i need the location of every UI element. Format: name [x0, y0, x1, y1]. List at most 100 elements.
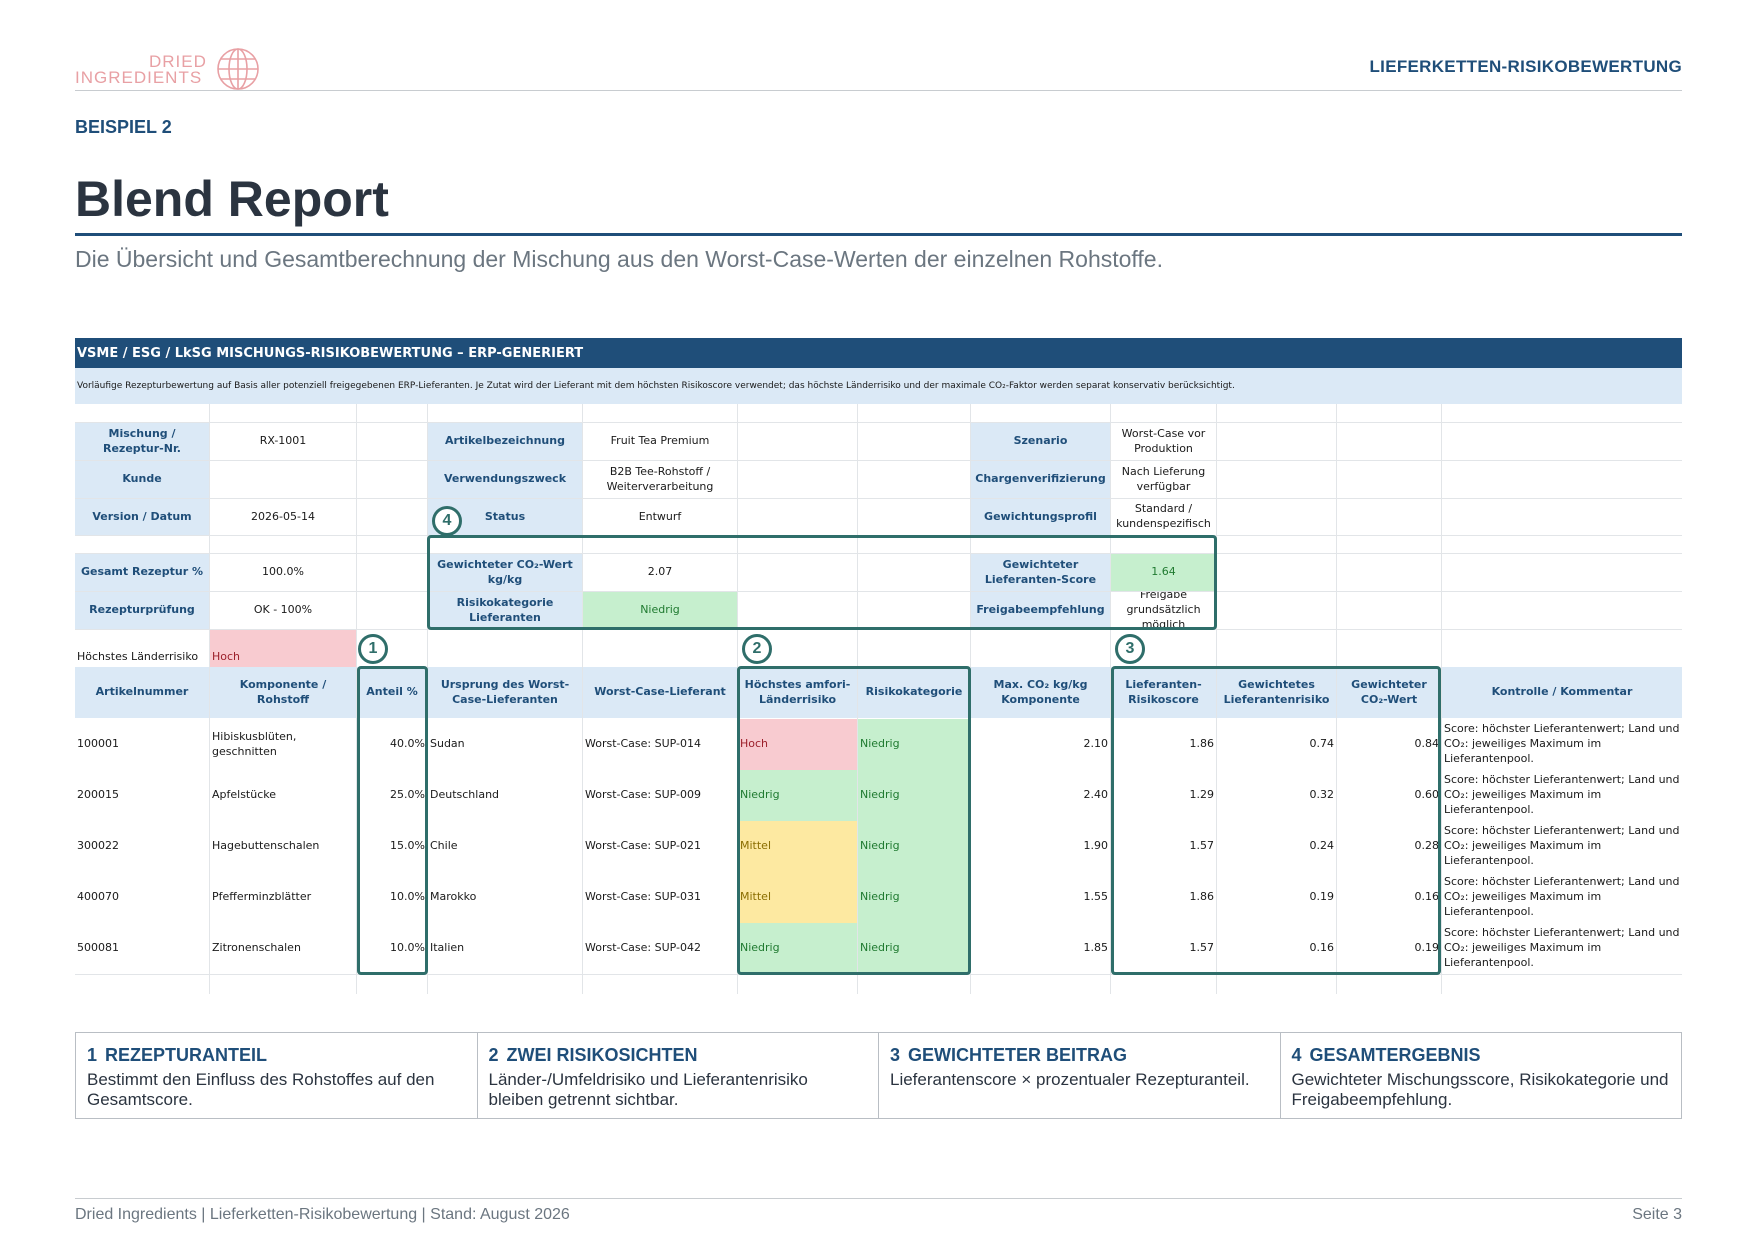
- example-label: BEISPIEL 2: [75, 117, 172, 137]
- scenario-label: Szenario: [971, 423, 1110, 460]
- grid-line: [1441, 404, 1442, 994]
- step-heading: ZWEI RISIKOSICHTEN: [506, 1045, 698, 1065]
- table-cell-share[interactable]: 10.0%: [390, 941, 425, 955]
- article-label: Artikelbezeichnung: [428, 423, 582, 460]
- table-cell-country-risk[interactable]: Mittel: [738, 872, 857, 923]
- table-cell-risk-category[interactable]: Niedrig: [858, 923, 970, 974]
- table-cell-country-risk[interactable]: Hoch: [738, 719, 857, 770]
- table-cell-component[interactable]: Zitronenschalen: [212, 941, 301, 955]
- table-cell-supplier-score[interactable]: 1.57: [1189, 839, 1215, 853]
- table-cell-weighted-co2[interactable]: 0.19: [1414, 941, 1440, 955]
- table-cell-origin[interactable]: Italien: [430, 941, 465, 955]
- table-cell-co2[interactable]: 2.10: [1083, 737, 1109, 751]
- table-cell-supplier[interactable]: Worst-Case: SUP-021: [585, 839, 702, 853]
- approval-value[interactable]: Freigabe grundsätzlich möglich: [1126, 592, 1201, 629]
- country-risk-value[interactable]: Hoch: [210, 630, 356, 667]
- table-cell-supplier[interactable]: Worst-Case: SUP-014: [585, 737, 702, 751]
- step-number: 4: [1291, 1045, 1302, 1065]
- table-cell-risk-category[interactable]: Niedrig: [858, 719, 970, 770]
- batch-label: Chargenverifizierung: [971, 461, 1110, 498]
- table-cell-risk-category[interactable]: Niedrig: [858, 770, 970, 821]
- table-cell-weighted-risk[interactable]: 0.32: [1309, 788, 1335, 802]
- article-value[interactable]: Fruit Tea Premium: [610, 434, 710, 448]
- table-cell-weighted-co2[interactable]: 0.84: [1414, 737, 1440, 751]
- table-cell-weighted-risk[interactable]: 0.74: [1309, 737, 1335, 751]
- usage-value[interactable]: B2B Tee-Rohstoff / Weiterverarbeitung: [606, 464, 714, 493]
- step-number: 3: [890, 1045, 901, 1065]
- check-value[interactable]: OK - 100%: [253, 603, 313, 617]
- table-cell-component[interactable]: Hagebuttenschalen: [212, 839, 320, 853]
- table-cell-weighted-co2[interactable]: 0.28: [1414, 839, 1440, 853]
- table-cell-weighted-co2[interactable]: 0.60: [1414, 788, 1440, 802]
- co2-value[interactable]: 2.07: [647, 565, 673, 579]
- callout-4: 4: [432, 506, 462, 536]
- logo-text-line2: INGREDIENTS: [75, 68, 203, 87]
- table-cell-risk-category[interactable]: Niedrig: [858, 872, 970, 923]
- table-cell-article-number[interactable]: 200015: [77, 788, 119, 802]
- grid-line: [1110, 404, 1111, 994]
- table-cell-article-number[interactable]: 100001: [77, 737, 119, 751]
- country-risk-label: Höchstes Länderrisiko: [77, 650, 199, 664]
- table-cell-supplier[interactable]: Worst-Case: SUP-009: [585, 788, 702, 802]
- table-cell-article-number[interactable]: 500081: [77, 941, 119, 955]
- customer-value[interactable]: [210, 461, 356, 498]
- table-cell-supplier-score[interactable]: 1.57: [1189, 941, 1215, 955]
- table-cell-origin[interactable]: Deutschland: [430, 788, 500, 802]
- table-cell-co2[interactable]: 2.40: [1083, 788, 1109, 802]
- grid-line: [75, 422, 1682, 423]
- table-cell-supplier-score[interactable]: 1.29: [1189, 788, 1215, 802]
- table-cell-article-number[interactable]: 400070: [77, 890, 119, 904]
- version-value[interactable]: 2026-05-14: [251, 509, 315, 523]
- table-cell-share[interactable]: 25.0%: [390, 788, 425, 802]
- batch-value[interactable]: Nach Lieferung verfügbar: [1121, 464, 1206, 493]
- usage-label: Verwendungszweck: [428, 461, 582, 498]
- table-cell-country-risk[interactable]: Mittel: [738, 821, 857, 872]
- scenario-value[interactable]: Worst-Case vor Produktion: [1121, 426, 1206, 455]
- footer-divider: [75, 1198, 1682, 1199]
- table-cell-comment[interactable]: Score: höchster Lieferantenwert; Land un…: [1444, 926, 1680, 969]
- table-cell-component[interactable]: Hibiskusblüten, geschnitten: [212, 729, 297, 758]
- highlight-summary-block: [427, 535, 1217, 630]
- step-description: Gewichteter Mischungsscore, Risikokatego…: [1291, 1070, 1669, 1109]
- table-cell-component[interactable]: Apfelstücke: [212, 788, 277, 802]
- table-cell-co2[interactable]: 1.85: [1083, 941, 1109, 955]
- weighting-label: Gewichtungsprofil: [971, 499, 1110, 535]
- table-cell-supplier-score[interactable]: 1.86: [1189, 890, 1215, 904]
- table-cell-supplier[interactable]: Worst-Case: SUP-031: [585, 890, 702, 904]
- table-cell-comment[interactable]: Score: höchster Lieferantenwert; Land un…: [1444, 773, 1680, 816]
- table-cell-co2[interactable]: 1.90: [1083, 839, 1109, 853]
- table-cell-share[interactable]: 40.0%: [390, 737, 425, 751]
- table-cell-article-number[interactable]: 300022: [77, 839, 119, 853]
- table-cell-comment[interactable]: Score: höchster Lieferantenwert; Land un…: [1444, 722, 1680, 765]
- table-cell-weighted-co2[interactable]: 0.16: [1414, 890, 1440, 904]
- total-value[interactable]: 100.0%: [262, 565, 304, 579]
- table-cell-comment[interactable]: Score: höchster Lieferantenwert; Land un…: [1444, 875, 1680, 918]
- table-cell-supplier-score[interactable]: 1.86: [1189, 737, 1215, 751]
- table-cell-share[interactable]: 10.0%: [390, 890, 425, 904]
- table-cell-share[interactable]: 15.0%: [390, 839, 425, 853]
- table-cell-country-risk[interactable]: Niedrig: [738, 923, 857, 974]
- status-value[interactable]: Entwurf: [638, 509, 682, 523]
- grid-line: [356, 404, 357, 994]
- table-cell-comment[interactable]: Score: höchster Lieferantenwert; Land un…: [1444, 824, 1680, 867]
- riskcat-value[interactable]: Niedrig: [583, 592, 737, 629]
- table-cell-weighted-risk[interactable]: 0.19: [1309, 890, 1335, 904]
- mix-value[interactable]: RX-1001: [259, 434, 307, 448]
- table-cell-weighted-risk[interactable]: 0.24: [1309, 839, 1335, 853]
- table-cell-origin[interactable]: Chile: [430, 839, 458, 853]
- table-cell-weighted-risk[interactable]: 0.16: [1309, 941, 1335, 955]
- table-cell-country-risk[interactable]: Niedrig: [738, 770, 857, 821]
- table-cell-origin[interactable]: Sudan: [430, 737, 465, 751]
- col-header-share: Anteil %: [357, 667, 427, 718]
- sheet-note-band: Vorläufige Rezepturbewertung auf Basis a…: [75, 368, 1682, 404]
- table-cell-risk-category[interactable]: Niedrig: [858, 821, 970, 872]
- col-header-supplier-score: Lieferanten-Risikoscore: [1111, 667, 1216, 718]
- table-cell-co2[interactable]: 1.55: [1083, 890, 1109, 904]
- table-cell-supplier[interactable]: Worst-Case: SUP-042: [585, 941, 702, 955]
- table-cell-origin[interactable]: Marokko: [430, 890, 477, 904]
- table-cell-component[interactable]: Pfefferminzblätter: [212, 890, 312, 904]
- title-divider: [75, 233, 1682, 236]
- riskcat-label: Risikokategorie Lieferanten: [428, 592, 582, 629]
- weighting-value[interactable]: Standard / kundenspezifisch: [1116, 502, 1211, 530]
- supplier-score-value[interactable]: 1.64: [1111, 554, 1216, 591]
